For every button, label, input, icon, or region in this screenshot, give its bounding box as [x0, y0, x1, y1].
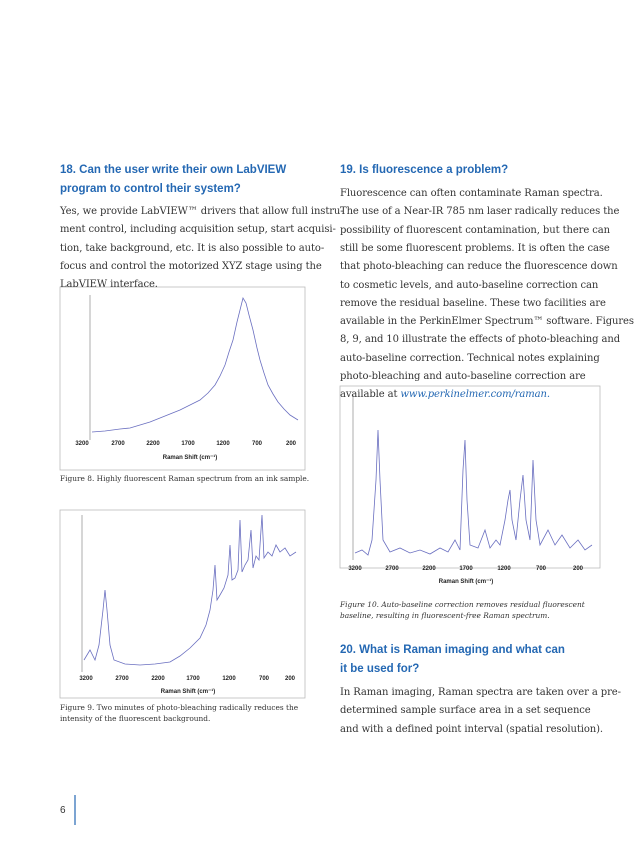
body-line: The use of a Near-IR 785 nm laser radica… [340, 206, 620, 218]
heading: 20. What is Raman imaging and what can [340, 644, 565, 656]
body-line: Yes, we provide LabVIEW™ drivers that al… [60, 206, 344, 217]
page-number: 6 [60, 805, 66, 816]
x-tick-label: 2700 [111, 441, 125, 447]
body-line: determined sample surface area in a set … [340, 705, 591, 717]
figure-frame [59, 509, 306, 699]
x-tick-label: 1700 [181, 441, 195, 447]
figure-frame [59, 286, 306, 471]
caption: Figure 10. Auto-baseline correction remo… [340, 600, 585, 609]
body-line: tion, take background, etc. It is also p… [60, 242, 325, 254]
x-tick-label: 1700 [186, 676, 200, 682]
x-tick-label: 2200 [151, 676, 165, 682]
caption: Figure 8. Highly fluorescent Raman spect… [60, 474, 310, 483]
x-tick-label: 1200 [222, 676, 236, 682]
x-tick-label: 2700 [385, 566, 399, 572]
x-tick-label: 700 [258, 676, 270, 682]
body-line: remove the residual baseline. These two … [340, 297, 606, 309]
caption: intensity of the fluorescent background. [60, 714, 211, 723]
body-line: 8, 9, and 10 illustrate the effects of p… [340, 334, 621, 346]
x-tick-label: 2700 [115, 676, 129, 682]
body-line: to cosmetic levels, and auto-baseline co… [340, 279, 599, 291]
figure-frame [339, 385, 601, 569]
x-axis-label: Raman Shift (cm⁻¹) [162, 455, 218, 461]
body-line: Fluorescence can often contaminate Raman… [340, 188, 603, 199]
spectrum [354, 429, 593, 556]
x-tick-label: 200 [285, 441, 297, 447]
heading: 18. Can the user write their own LabVIEW [60, 164, 287, 176]
spectrum [83, 514, 297, 666]
x-tick-label: 3200 [348, 566, 362, 572]
x-tick-label: 3200 [75, 441, 89, 447]
x-tick-label: 200 [284, 676, 296, 682]
x-tick-label: 1700 [459, 566, 473, 572]
body-line: LabVIEW interface. [60, 279, 158, 291]
x-tick-label: 1200 [497, 566, 511, 572]
body-line: and with a defined point interval (spati… [340, 723, 603, 735]
x-tick-label: 200 [572, 566, 584, 572]
body-line: available at [340, 389, 398, 401]
x-tick-label: 3200 [79, 676, 93, 682]
x-tick-label: 2200 [422, 566, 436, 572]
link[interactable]: www.perkinelmer.com/raman. [400, 389, 550, 401]
heading: it be used for? [340, 663, 420, 675]
body-line: focus and control the motorized XYZ stag… [60, 260, 322, 272]
caption: Figure 9. Two minutes of photo-bleaching… [60, 703, 299, 712]
body-line: ment control, including acquisition setu… [60, 224, 336, 236]
x-tick-label: 2200 [146, 441, 160, 447]
body-line: photo-bleaching and auto-baseline correc… [340, 371, 586, 382]
body-line: that photo-bleaching can reduce the fluo… [340, 261, 618, 273]
x-axis-label: Raman Shift (cm⁻¹) [160, 689, 216, 695]
body-line: In Raman imaging, Raman spectra are take… [340, 687, 621, 698]
body-line: auto-baseline correction. Technical note… [340, 352, 600, 364]
x-tick-label: 700 [535, 566, 547, 572]
body-line: possibility of fluorescent contamination… [340, 224, 610, 236]
x-tick-label: 1200 [216, 441, 230, 447]
x-axis-label: Raman Shift (cm⁻¹) [438, 579, 494, 585]
heading: program to control their system? [60, 183, 241, 195]
caption: baseline, resulting in fluorescent-free … [340, 611, 550, 620]
x-tick-label: 700 [251, 441, 263, 447]
spectrum [91, 296, 299, 433]
body-line: still be some fluorescent problems. It i… [340, 242, 610, 254]
heading: 19. Is fluorescence a problem? [340, 164, 509, 176]
body-line: available in the PerkinElmer Spectrum™ s… [340, 316, 634, 328]
